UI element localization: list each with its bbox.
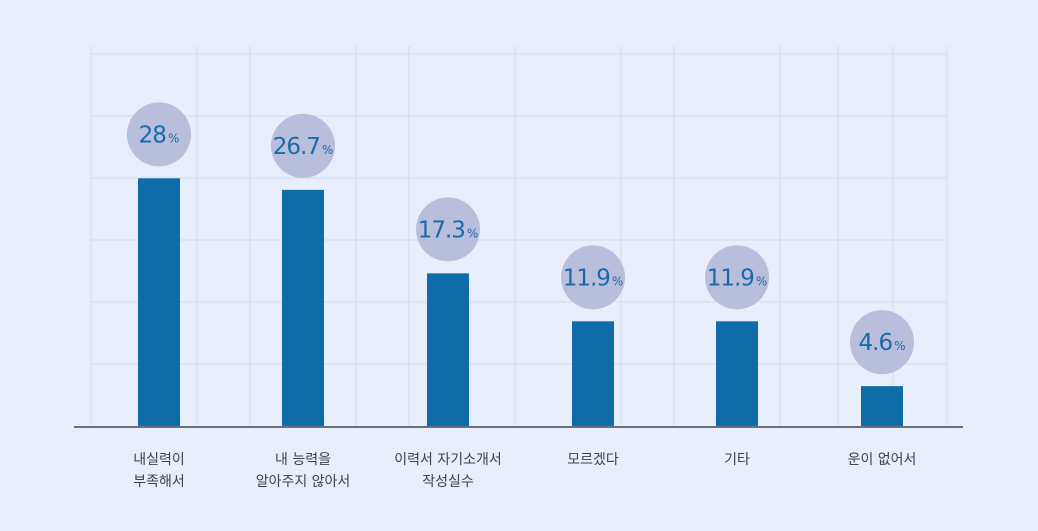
value-bubble-2 <box>416 197 480 262</box>
bars <box>138 178 903 427</box>
category-label-4: 기타 <box>724 452 750 468</box>
category-label-0: 내실력이 부족해서 <box>133 452 185 490</box>
category-label-1: 내 능력을 알아주지 않아서 <box>256 452 351 490</box>
value-bubble-0 <box>127 102 191 167</box>
category-label-2: 이력서 자기소개서 작성실수 <box>394 452 502 490</box>
bar-2 <box>427 273 469 427</box>
value-bubble-5 <box>850 310 914 375</box>
value-bubbles: 28% 26.7 % 17.3 % 11.9% 11.9 % 4.6% <box>127 102 914 375</box>
data-label-0: 28% <box>139 122 180 148</box>
grid-lines <box>90 46 948 427</box>
bar-4 <box>716 321 758 427</box>
value-bubble-1 <box>271 113 335 178</box>
data-label-5: 4.6% <box>859 330 906 356</box>
category-label-3: 모르겠다 <box>567 452 619 468</box>
value-bubble-4 <box>705 245 769 310</box>
data-label-1: 26.7% <box>273 134 334 160</box>
category-label-5: 운이 없어서 <box>848 452 917 468</box>
category-labels: 내실력이 부족해서 내 능력을 알아주지 않아서 이력서 자기소개서 작성실수 모르겠다 기타… <box>133 452 916 490</box>
bar-3 <box>572 321 614 427</box>
data-label-2: 17.3% <box>418 217 479 243</box>
bar-1 <box>282 189 324 427</box>
bar-0 <box>138 178 180 427</box>
bar-5 <box>861 386 903 427</box>
data-label-4: 11.9% <box>707 265 768 291</box>
data-label-3: 11.9% <box>563 265 624 291</box>
value-bubble-3 <box>561 245 625 310</box>
